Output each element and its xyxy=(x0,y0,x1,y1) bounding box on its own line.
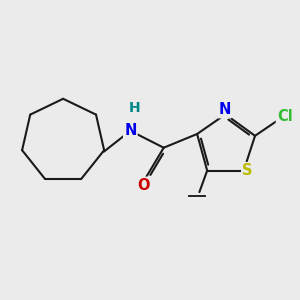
Text: Cl: Cl xyxy=(277,109,292,124)
Text: N: N xyxy=(124,123,136,138)
Text: O: O xyxy=(137,178,149,193)
Text: N: N xyxy=(218,102,231,117)
Text: H: H xyxy=(129,101,141,115)
Text: S: S xyxy=(242,163,253,178)
